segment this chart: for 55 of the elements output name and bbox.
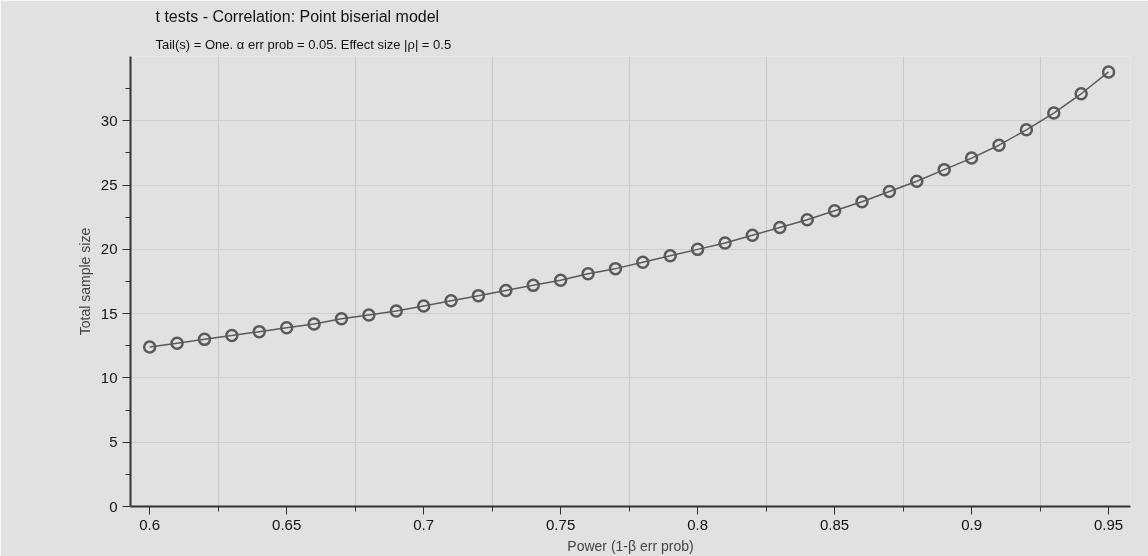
point <box>964 151 979 165</box>
y-tick-label: 0 <box>109 497 118 515</box>
point <box>690 242 705 257</box>
x-tick-label: 0.85 <box>820 515 850 533</box>
point <box>1101 65 1116 79</box>
y-axis-title: Total sample size <box>76 227 93 336</box>
x-axis-title: Power (1-β err prob) <box>567 537 694 554</box>
point <box>389 304 403 318</box>
x-tick-label: 0.95 <box>1093 515 1124 533</box>
y-tick-label: 10 <box>100 368 118 386</box>
x-tick-label: 0.6 <box>139 515 161 533</box>
y-tick-label: 30 <box>100 111 118 129</box>
point <box>252 324 267 339</box>
point <box>334 312 349 326</box>
point <box>608 261 623 276</box>
point <box>910 174 924 188</box>
point <box>225 328 239 343</box>
x-tick-label: 0.9 <box>961 515 983 533</box>
y-tick-label: 15 <box>100 304 118 322</box>
y-tick-label: 5 <box>109 433 118 451</box>
point <box>553 273 568 287</box>
point <box>142 340 157 354</box>
point <box>992 138 1006 152</box>
point <box>197 332 212 347</box>
point <box>800 213 814 227</box>
x-tick-label: 0.75 <box>546 515 576 533</box>
x-tick-label: 0.65 <box>272 515 302 533</box>
point <box>718 236 732 250</box>
point <box>1047 106 1061 120</box>
point <box>526 278 540 293</box>
point <box>1074 87 1088 101</box>
point <box>937 162 951 177</box>
point <box>499 283 513 298</box>
x-tick-label: 0.7 <box>413 515 435 533</box>
y-tick-label: 20 <box>100 240 118 258</box>
point <box>279 321 294 335</box>
chart-subtitle: Tail(s) = One. α err prob = 0.05. Effect size |ρ| = 0.5 <box>155 36 452 52</box>
point <box>416 299 431 313</box>
point <box>471 288 486 303</box>
point <box>170 336 184 350</box>
point <box>663 249 677 263</box>
point <box>307 317 321 331</box>
point <box>1019 123 1034 137</box>
point <box>745 228 760 242</box>
point <box>444 294 458 308</box>
point <box>827 204 842 218</box>
point <box>362 308 376 322</box>
point <box>882 184 897 199</box>
point <box>581 267 595 281</box>
point <box>636 255 650 269</box>
x-tick-label: 0.8 <box>687 515 709 533</box>
chart-title: t tests - Correlation: Point biserial model <box>155 7 440 25</box>
y-tick-label: 25 <box>100 176 118 194</box>
point <box>855 195 869 209</box>
point <box>773 220 787 235</box>
